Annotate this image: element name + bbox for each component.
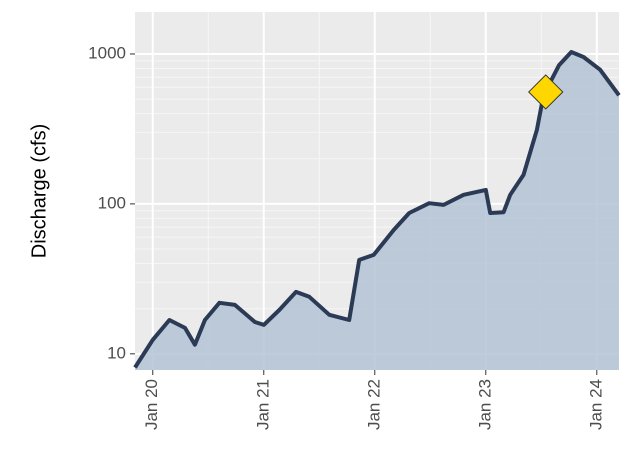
y-tick-label: 100 <box>98 193 126 212</box>
line <box>133 50 621 369</box>
x-tick-label: Jan 24 <box>586 379 605 430</box>
x-tick-label: Jan 22 <box>364 379 383 430</box>
area <box>135 52 619 370</box>
y-axis-label: Discharge (cfs) <box>28 124 50 258</box>
x-tick-label: Jan 21 <box>253 379 272 430</box>
y-tick-label: 1000 <box>88 43 126 62</box>
x-tick-label: Jan 20 <box>142 379 161 430</box>
y-tick-label: 10 <box>107 343 126 362</box>
x-tick-label: Jan 23 <box>475 379 494 430</box>
marker <box>528 74 564 110</box>
